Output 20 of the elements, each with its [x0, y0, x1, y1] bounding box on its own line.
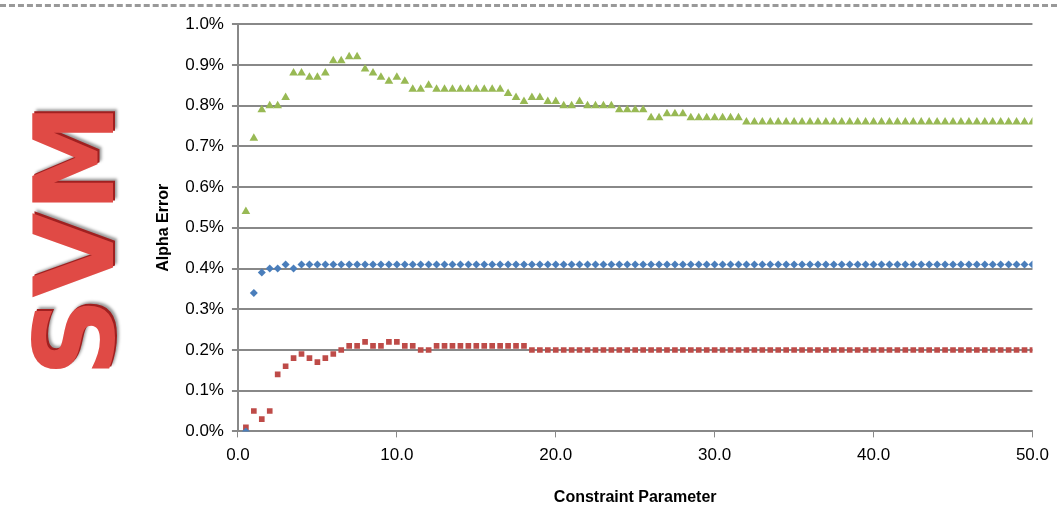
- y-tick-label: 0.9%: [185, 54, 224, 74]
- x-tick-label: 10.0: [380, 445, 414, 465]
- y-tick-label: 0.8%: [185, 95, 224, 115]
- y-tick-label: 0.1%: [185, 380, 224, 400]
- y-tick-label: 0.3%: [185, 298, 224, 318]
- x-axis-title: Constraint Parameter: [553, 487, 717, 505]
- y-tick-label: 0.7%: [185, 136, 224, 156]
- x-tick-label: 30.0: [698, 445, 732, 465]
- text: SVM: [11, 103, 139, 377]
- y-axis-title: Alpha Error: [154, 183, 172, 272]
- x-tick-label: 50.0: [1015, 445, 1049, 465]
- x-tick-label: 20.0: [539, 445, 573, 465]
- y-tick-label: 0.6%: [185, 176, 224, 196]
- y-tick-label: 0.4%: [185, 258, 224, 278]
- x-tick-label: 40.0: [857, 445, 891, 465]
- y-tick-label: 0.5%: [185, 217, 224, 237]
- y-tick-label: 1.0%: [185, 13, 224, 33]
- y-tick-label: 0.0%: [185, 421, 224, 441]
- y-tick-label: 0.2%: [185, 339, 224, 359]
- x-tick-label: 0.0: [226, 445, 250, 465]
